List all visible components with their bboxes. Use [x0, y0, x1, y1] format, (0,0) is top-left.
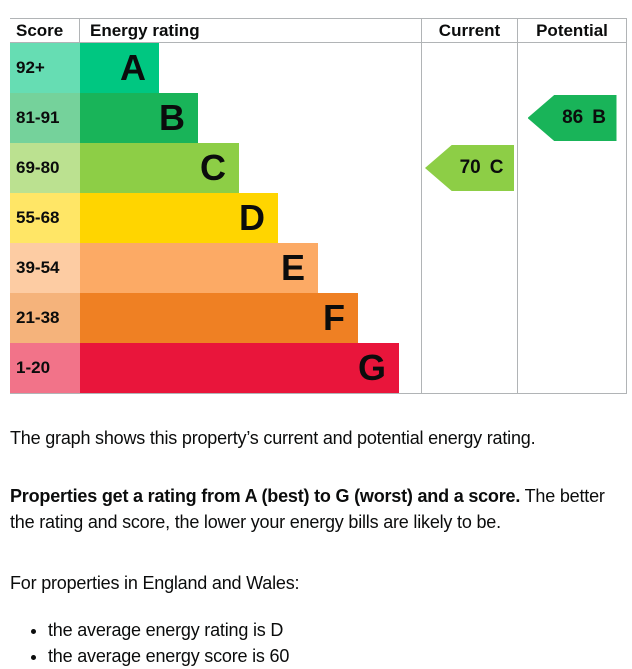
potential-cell: 86 B	[517, 93, 626, 143]
band-letter: A	[120, 47, 146, 88]
rating-bar: B	[80, 93, 198, 143]
average-facts-list: the average energy rating is D the avera…	[10, 617, 627, 669]
rating-bar: E	[80, 243, 318, 293]
band-letter: D	[239, 197, 265, 238]
rating-bar-cell: D	[80, 193, 421, 243]
chart-caption: The graph shows this property’s current …	[10, 428, 536, 448]
score-range: 21-38	[10, 293, 80, 343]
rating-bar-cell: F	[80, 293, 421, 343]
score-range: 69-80	[10, 143, 80, 193]
band-row-d: 55-68 D	[10, 193, 626, 243]
band-row-b: 81-91 B 86 B	[10, 93, 626, 143]
header-energy-rating: Energy rating	[90, 20, 200, 40]
rating-explanation-rest: The better the rating and score, the low…	[10, 486, 605, 532]
band-row-a: 92+ A	[10, 43, 626, 93]
potential-cell	[517, 193, 626, 243]
band-row-g: 1-20 G	[10, 343, 626, 393]
potential-cell	[517, 343, 626, 393]
current-cell	[421, 193, 517, 243]
potential-score: 86	[562, 107, 584, 128]
potential-cell	[517, 293, 626, 343]
band-letter: E	[280, 247, 305, 288]
header-current: Current	[421, 19, 517, 42]
score-range: 92+	[10, 43, 80, 93]
current-rating-arrow: 70 C	[425, 145, 514, 191]
current-cell	[421, 293, 517, 343]
rating-explanation: Properties get a rating from A (best) to…	[10, 483, 626, 535]
rating-bar: G	[80, 343, 399, 393]
rating-bar: D	[80, 193, 278, 243]
current-cell: 70 C	[421, 143, 517, 193]
header-score: Score	[10, 19, 80, 42]
rating-bar: A	[80, 43, 159, 93]
rating-bar: C	[80, 143, 239, 193]
rating-bar-cell: C	[80, 143, 421, 193]
current-cell	[421, 243, 517, 293]
energy-rating-chart: Score Energy rating Current Potential 92…	[10, 18, 627, 394]
band-row-e: 39-54 E	[10, 243, 626, 293]
band-letter: B	[159, 97, 185, 138]
potential-rating-arrow: 86 B	[527, 95, 617, 141]
band-letter: G	[357, 347, 386, 388]
rating-bar-cell: B	[80, 93, 421, 143]
band-letter: F	[323, 297, 345, 338]
average-rating-item: the average energy rating is D	[48, 617, 627, 643]
potential-band-letter: B	[592, 107, 606, 128]
current-cell	[421, 343, 517, 393]
score-range: 39-54	[10, 243, 80, 293]
band-row-c: 69-80 C 70 C	[10, 143, 626, 193]
rating-bar: F	[80, 293, 358, 343]
potential-cell	[517, 243, 626, 293]
header-potential: Potential	[517, 19, 626, 42]
rating-bar-cell: G	[80, 343, 421, 393]
rating-bar-cell: A	[80, 43, 421, 93]
current-score: 70	[459, 157, 481, 178]
rating-explanation-bold: Properties get a rating from A (best) to…	[10, 486, 521, 506]
score-range: 1-20	[10, 343, 80, 393]
current-cell	[421, 43, 517, 93]
current-cell	[421, 93, 517, 143]
current-band-letter: C	[489, 157, 504, 178]
rating-bar-cell: E	[80, 243, 421, 293]
potential-cell	[517, 143, 626, 193]
regions-intro: For properties in England and Wales:	[10, 573, 300, 593]
average-score-item: the average energy score is 60	[48, 643, 627, 669]
band-letter: C	[200, 147, 226, 188]
band-row-f: 21-38 F	[10, 293, 626, 343]
potential-cell	[517, 43, 626, 93]
score-range: 81-91	[10, 93, 80, 143]
chart-header-row: Score Energy rating Current Potential	[10, 19, 626, 43]
score-range: 55-68	[10, 193, 80, 243]
